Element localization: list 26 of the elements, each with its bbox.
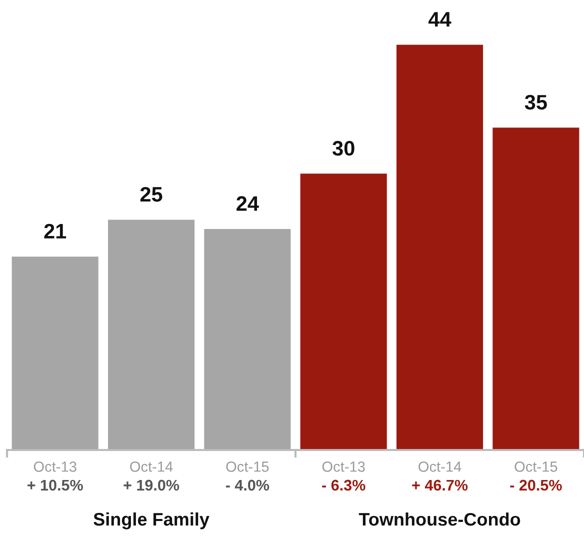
text: Townhouse-Condo <box>358 512 520 526</box>
bar <box>396 44 484 450</box>
text: - 6.3% <box>322 480 366 491</box>
x-tick-label: Oct-15 <box>514 462 558 472</box>
text: Single Family <box>94 512 210 530</box>
text: - 4.0% <box>226 480 270 491</box>
text: + 10.5% <box>27 480 83 491</box>
x-tick-label: Oct-14 <box>418 462 462 472</box>
data-label: 44 <box>428 12 452 27</box>
x-tick-label: Oct-15 <box>226 462 269 472</box>
bar <box>108 220 195 450</box>
data-label: 24 <box>236 196 259 211</box>
x-tick-label: Oct-13 <box>322 462 365 472</box>
data-label: 25 <box>140 186 162 202</box>
bar <box>300 174 387 450</box>
data-label: 30 <box>332 140 354 156</box>
x-tick-label: Oct-14 <box>130 462 173 472</box>
x-tick-label: Oct-13 <box>34 462 76 472</box>
data-label: 35 <box>524 94 547 110</box>
text: + 46.7% <box>412 480 468 491</box>
bar <box>492 128 580 450</box>
text: + 19.0% <box>124 480 180 491</box>
text: - 20.5% <box>510 480 562 491</box>
bar <box>12 256 98 450</box>
bar <box>204 228 291 450</box>
data-label: 21 <box>44 224 66 238</box>
